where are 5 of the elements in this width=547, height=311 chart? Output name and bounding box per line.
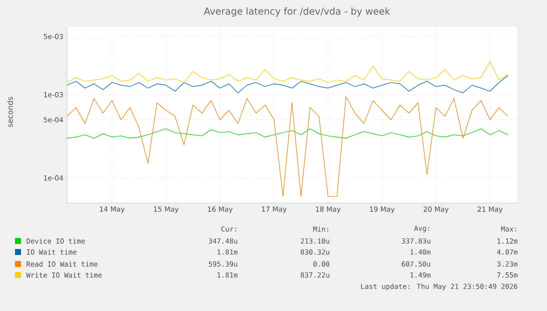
line-series [67, 61, 508, 83]
chart-title: Average latency for /dev/vda - by week [204, 7, 390, 17]
line-series [67, 96, 508, 197]
line-series [67, 75, 508, 94]
line-series [67, 128, 508, 139]
